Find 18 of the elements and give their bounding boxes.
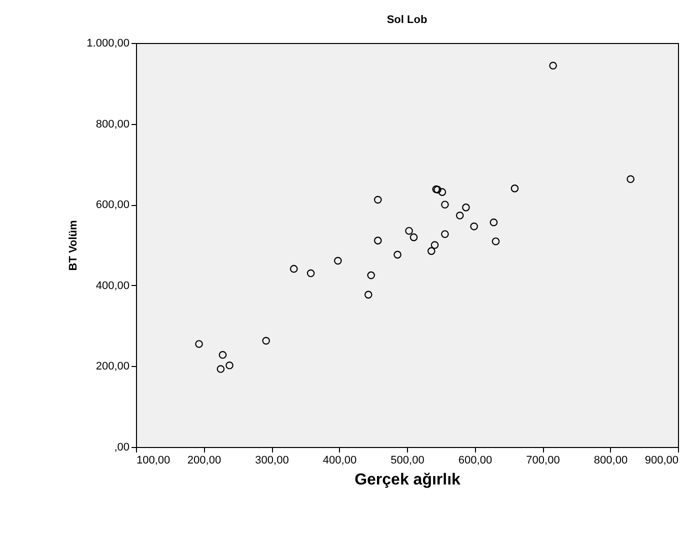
y-tick-label: 1.000,00 <box>86 38 130 50</box>
y-tick-label: 600,00 <box>96 199 130 212</box>
x-tick-label: 700,00 <box>526 454 560 466</box>
y-tick-label: ,00 <box>114 442 130 454</box>
y-tick-label: 800,00 <box>96 118 130 130</box>
x-tick-label: 400,00 <box>322 454 357 466</box>
x-tick-label: 100,00 <box>136 454 170 466</box>
x-tick-label: 500,00 <box>390 454 424 466</box>
x-tick-label: 300,00 <box>255 454 289 466</box>
x-tick-label: 900,00 <box>644 454 678 466</box>
x-tick-label: 600,00 <box>458 454 492 466</box>
y-tick-label: 400,00 <box>96 280 130 292</box>
y-axis-title: BT Volüm <box>68 220 80 271</box>
chart-title: Sol Lob <box>386 14 428 26</box>
x-tick-label: 800,00 <box>594 454 628 466</box>
y-tick-label: 200,00 <box>96 360 130 373</box>
x-axis-title: Gerçek ağırlık <box>354 472 461 488</box>
x-tick-label: 200,00 <box>187 454 222 466</box>
